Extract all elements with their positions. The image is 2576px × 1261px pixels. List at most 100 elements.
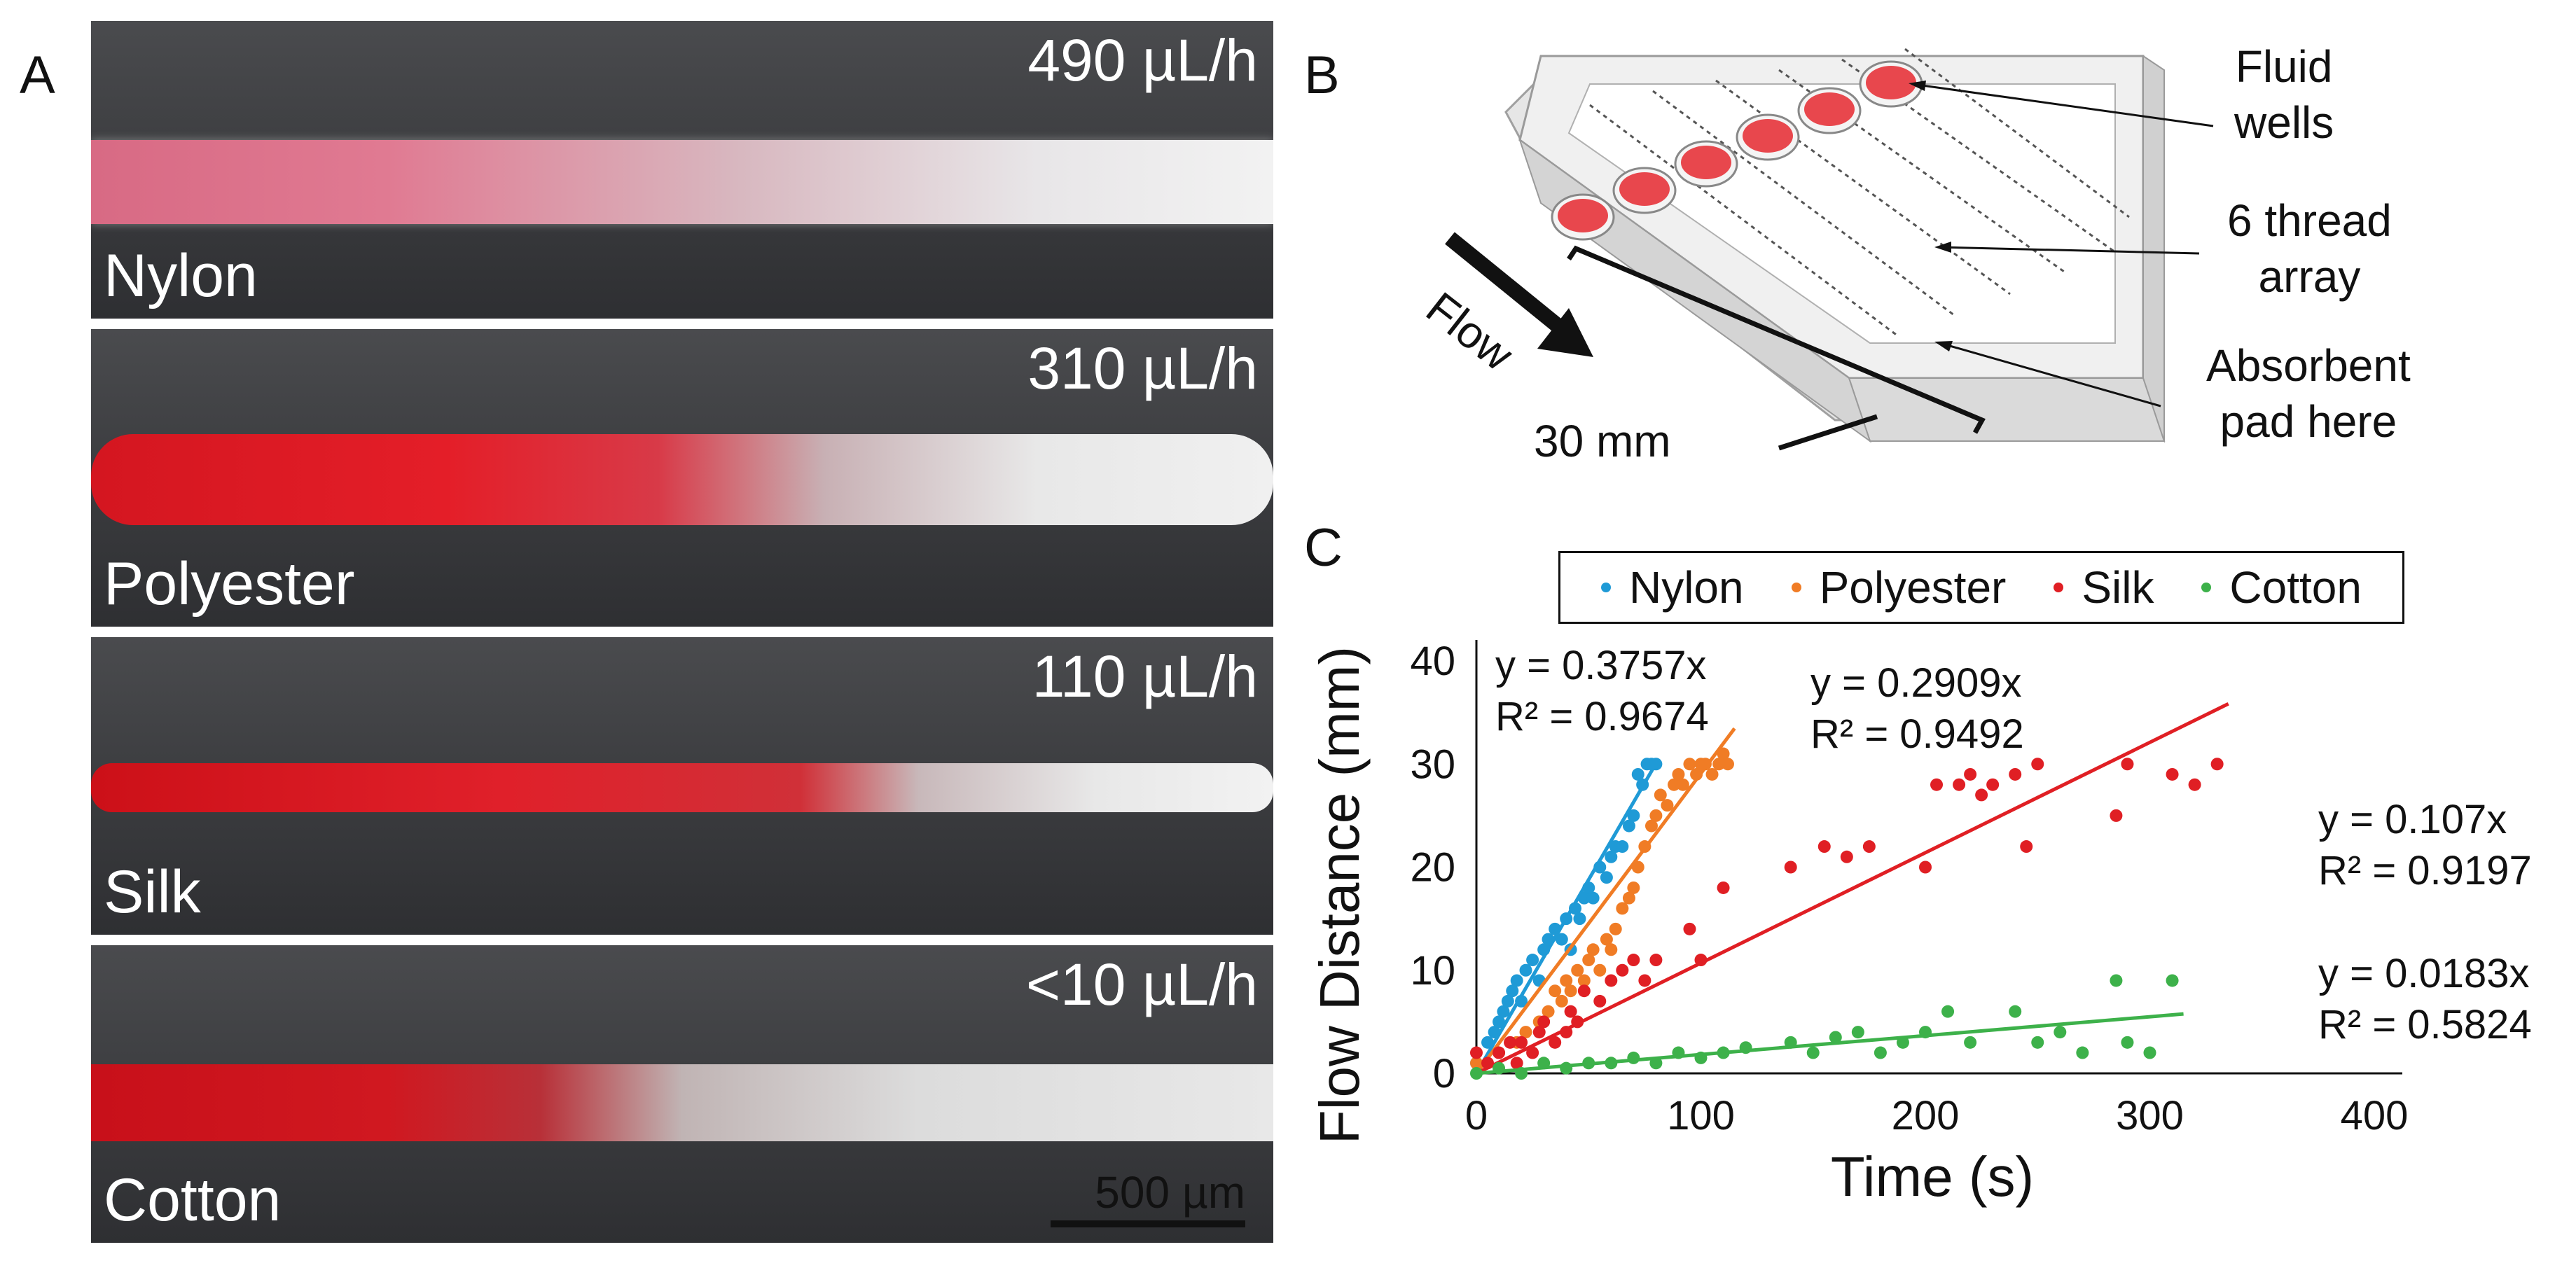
data-point-silk [1683, 922, 1696, 935]
r2-text: R² = 0.9674 [1495, 693, 1709, 739]
data-point-polyester [1564, 984, 1577, 998]
x-axis-label: Time (s) [1831, 1145, 2034, 1208]
data-point-nylon [1542, 933, 1555, 946]
callout-line-pad [1939, 342, 2161, 407]
data-point-cotton [1717, 1046, 1730, 1059]
scale-bar-label: 500 µm [1095, 1167, 1245, 1218]
data-point-nylon [1605, 850, 1618, 863]
data-point-polyester [1586, 943, 1600, 956]
data-point-nylon [1481, 1036, 1495, 1049]
r2-text: R² = 0.5824 [2318, 1001, 2532, 1047]
equation-text: y = 0.107x [2318, 797, 2507, 842]
data-point-cotton [1896, 1036, 1909, 1049]
x-tick-label: 0 [1465, 1093, 1488, 1138]
chart-legend: Nylon Polyester Silk Cotton [1558, 551, 2404, 624]
data-point-polyester [1668, 778, 1681, 791]
fluid-well-liquid [1804, 92, 1855, 126]
data-point-silk [1470, 1046, 1483, 1059]
flow-rate-label: 110 µL/h [1032, 643, 1258, 709]
thread-strand [91, 434, 1273, 525]
data-point-polyester [1676, 778, 1689, 791]
data-point-cotton [2121, 1036, 2134, 1049]
panel-letter-b: B [1304, 46, 1340, 105]
y-tick-label: 20 [1410, 845, 1455, 891]
legend-marker [1791, 583, 1801, 592]
trendline-silk [1475, 702, 2229, 1075]
data-point-silk [1577, 984, 1591, 998]
data-point-polyester [1600, 933, 1613, 946]
data-point-silk [2166, 767, 2179, 781]
data-point-polyester [1672, 767, 1685, 781]
data-point-cotton [1941, 1005, 1955, 1018]
data-point-polyester [1627, 881, 1640, 894]
data-point-silk [1571, 1015, 1584, 1029]
data-point-silk [1605, 974, 1618, 987]
callout-line-1: Fluid [2235, 41, 2333, 92]
data-point-cotton [1515, 1067, 1528, 1080]
data-point-polyester [1593, 963, 1607, 977]
callout-line-threads [1939, 246, 2200, 255]
data-point-nylon [1488, 1026, 1501, 1039]
callout-line-2: array [2258, 251, 2361, 302]
data-point-nylon [1537, 943, 1551, 956]
data-point-nylon [1555, 933, 1568, 946]
data-point-silk [1537, 1015, 1551, 1029]
data-point-polyester [1622, 891, 1635, 905]
data-point-nylon [1622, 819, 1635, 832]
data-point-silk [1717, 881, 1730, 894]
data-point-nylon [1600, 871, 1613, 884]
data-point-silk [1593, 994, 1607, 1008]
x-tick-label: 400 [2341, 1093, 2409, 1138]
thread-strand [91, 763, 1273, 812]
data-point-silk [1649, 954, 1663, 967]
data-point-cotton [1672, 1046, 1685, 1059]
length-leader [1778, 414, 1878, 451]
x-tick-label: 100 [1667, 1093, 1735, 1138]
data-point-silk [1616, 963, 1629, 977]
data-point-nylon [1497, 1005, 1510, 1018]
data-point-cotton [1560, 1061, 1573, 1075]
data-point-silk [2031, 758, 2044, 771]
legend-label: Cotton [2229, 562, 2362, 613]
data-point-nylon [1593, 861, 1607, 874]
callout-absorbent-pad: Absorbent pad here [2206, 337, 2411, 450]
data-point-polyester [1519, 1026, 1532, 1039]
data-point-silk [1627, 954, 1640, 967]
data-point-cotton [1739, 1041, 1752, 1054]
data-point-polyester [1690, 767, 1703, 781]
data-point-nylon [1493, 1015, 1506, 1029]
x-tick-label: 300 [2116, 1093, 2184, 1138]
data-point-polyester [1605, 943, 1618, 956]
legend-label: Polyester [1819, 562, 2007, 613]
data-point-nylon [1582, 881, 1595, 894]
thread-photo-polyester: 310 µL/h Polyester [91, 329, 1273, 627]
length-label: 30 mm [1534, 416, 1671, 466]
data-point-cotton [1851, 1026, 1864, 1039]
callout-thread-array: 6 thread array [2227, 193, 2392, 305]
data-point-polyester [1644, 819, 1658, 832]
data-point-cotton [2076, 1046, 2089, 1059]
flow-arrow-shaft [1445, 232, 1567, 335]
data-point-nylon [1515, 994, 1528, 1008]
data-point-polyester [1571, 963, 1584, 977]
tray-side-wall [2142, 55, 2165, 443]
thread-photo-cotton: <10 µL/h Cotton 500 µm [91, 945, 1273, 1243]
legend-marker [2054, 583, 2064, 592]
thread-strand [91, 140, 1273, 224]
data-point-polyester [1654, 788, 1667, 802]
panel-letter-c: C [1304, 518, 1343, 578]
legend-label: Silk [2082, 562, 2154, 613]
data-point-nylon [1573, 912, 1586, 926]
data-point-polyester [1712, 758, 1726, 771]
panel-letter-a: A [20, 46, 55, 105]
legend-item-cotton: Cotton [2201, 562, 2362, 613]
fluid-wells [1551, 60, 1923, 241]
data-point-polyester [1705, 767, 1719, 781]
data-point-silk [1964, 767, 1977, 781]
legend-item-polyester: Polyester [1791, 562, 2007, 613]
data-point-silk [1862, 840, 1876, 854]
data-point-silk [1515, 1036, 1528, 1049]
callout-fluid-wells: Fluid wells [2234, 39, 2334, 151]
data-point-nylon [1560, 912, 1573, 926]
data-point-nylon [1636, 778, 1649, 791]
